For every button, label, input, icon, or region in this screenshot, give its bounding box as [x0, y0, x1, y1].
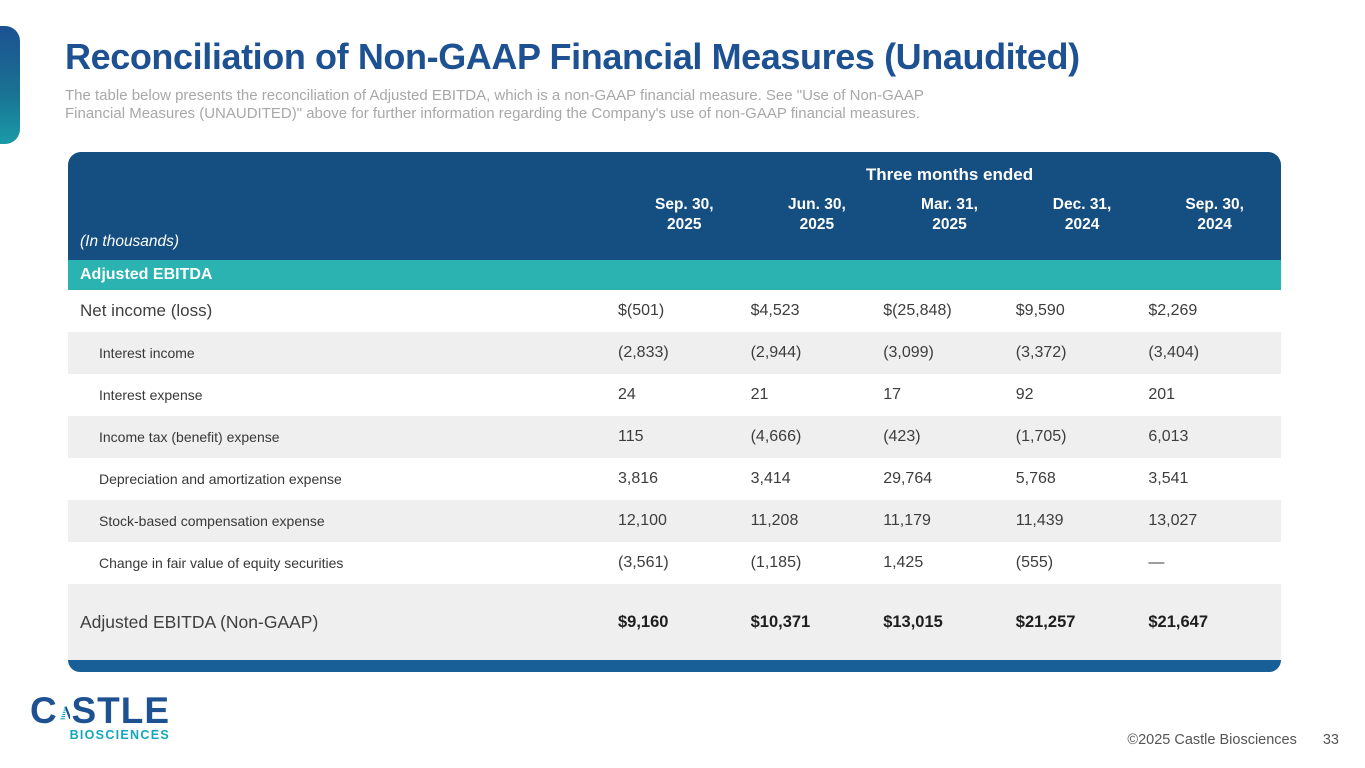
date-header-row: Sep. 30, 2025 Jun. 30, 2025 Mar. 31, 202… — [618, 195, 1281, 235]
copyright-text: ©2025 Castle Biosciences — [1127, 732, 1297, 748]
row-value: 13,027 — [1148, 512, 1198, 529]
logo-stylized-a-icon — [60, 706, 71, 720]
row-value: 3,816 — [618, 470, 659, 487]
row-label: Interest income — [99, 345, 195, 361]
row-value: (1,185) — [750, 554, 802, 571]
row-value: 11,179 — [883, 512, 931, 529]
row-label: Income tax (benefit) expense — [99, 429, 280, 445]
page-number: 33 — [1322, 732, 1339, 748]
table-row-fair-value-change: Change in fair value of equity securitie… — [68, 542, 1281, 584]
table-row-income-tax: Income tax (benefit) expense 115 (4,666)… — [68, 416, 1281, 458]
row-value: (4,666) — [750, 428, 802, 445]
total-value: $21,647 — [1148, 612, 1209, 631]
table-row-stock-compensation: Stock-based compensation expense 12,100 … — [68, 500, 1281, 542]
table-bottom-bar — [68, 660, 1281, 672]
row-value: 21 — [750, 386, 769, 403]
row-value: (3,099) — [883, 344, 934, 361]
castle-biosciences-logo: C STLE BIOSCIENCES — [30, 690, 170, 742]
subtitle-line-2: Financial Measures (UNAUDITED)" above fo… — [65, 105, 920, 122]
row-value: 1,425 — [883, 554, 924, 571]
row-value: (1,705) — [1015, 428, 1067, 445]
row-value: 12,100 — [618, 512, 667, 529]
row-label: Stock-based compensation expense — [99, 513, 325, 529]
row-label: Change in fair value of equity securitie… — [99, 555, 344, 571]
row-value: (3,404) — [1148, 344, 1200, 361]
row-value: 29,764 — [883, 470, 933, 487]
row-label: Depreciation and amortization expense — [99, 471, 342, 487]
row-label: Net income (loss) — [80, 301, 213, 320]
row-value: 3,414 — [750, 470, 791, 487]
column-header-sep-30-2025: Sep. 30, 2025 — [655, 196, 714, 233]
total-value: $9,160 — [618, 612, 669, 631]
slide-header: Reconciliation of Non-GAAP Financial Mea… — [65, 36, 1333, 123]
row-value: $(501) — [618, 302, 665, 319]
in-thousands-label: (In thousands) — [80, 233, 180, 250]
column-header-mar-31-2025: Mar. 31, 2025 — [921, 196, 978, 233]
logo-text-stle: STLE — [71, 690, 170, 731]
column-header-dec-31-2024: Dec. 31, 2024 — [1052, 196, 1112, 233]
table-row-net-income: Net income (loss) $(501) $4,523 $(25,848… — [68, 290, 1281, 332]
row-value: 3,541 — [1148, 470, 1189, 487]
logo-subtext: BIOSCIENCES — [69, 728, 170, 742]
column-header-sep-30-2024: Sep. 30, 2024 — [1185, 196, 1244, 233]
row-value: — — [1148, 554, 1165, 571]
table-row-interest-expense: Interest expense 24 21 17 92 201 — [68, 374, 1281, 416]
row-value: (2,833) — [618, 344, 669, 361]
slide-footer: ©2025 Castle Biosciences 33 — [1127, 732, 1339, 748]
row-value: 115 — [618, 428, 644, 445]
row-value: 6,013 — [1148, 428, 1189, 445]
accent-bar — [0, 26, 20, 144]
row-value: $4,523 — [750, 302, 800, 319]
row-value: 11,439 — [1015, 512, 1064, 529]
row-label: Interest expense — [99, 387, 203, 403]
row-value: $(25,848) — [883, 302, 952, 319]
period-columns: Three months ended Sep. 30, 2025 Jun. 30… — [618, 152, 1281, 260]
row-value: (423) — [883, 428, 921, 445]
row-value: (3,372) — [1015, 344, 1067, 361]
row-value: 11,208 — [750, 512, 799, 529]
row-value: $2,269 — [1148, 302, 1198, 319]
column-header-jun-30-2025: Jun. 30, 2025 — [788, 196, 846, 233]
total-value: $21,257 — [1015, 612, 1076, 631]
row-label: Adjusted EBITDA (Non-GAAP) — [80, 611, 319, 632]
row-value: 92 — [1015, 386, 1034, 403]
page-subtitle: The table below presents the reconciliat… — [65, 87, 1333, 123]
reconciliation-table: (In thousands) Three months ended Sep. 3… — [68, 152, 1281, 672]
page-title: Reconciliation of Non-GAAP Financial Mea… — [65, 36, 1080, 77]
row-value: 17 — [883, 386, 901, 403]
logo-wordmark: C STLE — [30, 690, 170, 731]
logo-text-c: C — [30, 690, 58, 731]
table-row-interest-income: Interest income (2,833) (2,944) (3,099) … — [68, 332, 1281, 374]
row-value: (3,561) — [618, 554, 669, 571]
total-value: $10,371 — [750, 612, 811, 631]
period-header: Three months ended — [865, 165, 1034, 184]
section-header-adjusted-ebitda: Adjusted EBITDA — [68, 260, 1281, 290]
row-value: (2,944) — [750, 344, 802, 361]
table-row-depreciation-amortization: Depreciation and amortization expense 3,… — [68, 458, 1281, 500]
table-row-adjusted-ebitda-total: Adjusted EBITDA (Non-GAAP) $9,160 $10,37… — [68, 584, 1281, 660]
row-value: 24 — [618, 386, 636, 403]
row-value: 201 — [1148, 386, 1176, 403]
subtitle-line-1: The table below presents the reconciliat… — [65, 87, 924, 104]
row-value: 5,768 — [1015, 470, 1056, 487]
row-value: (555) — [1015, 554, 1054, 571]
table-header: (In thousands) Three months ended Sep. 3… — [68, 152, 1281, 260]
row-value: $9,590 — [1015, 302, 1065, 319]
total-value: $13,015 — [883, 612, 943, 631]
